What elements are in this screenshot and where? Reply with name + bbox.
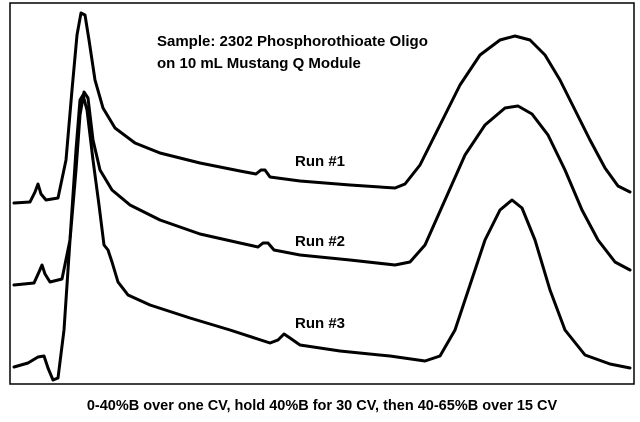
trace-label: Run #3 bbox=[295, 315, 345, 332]
trace-run-3 bbox=[12, 93, 632, 382]
annotation-line: Sample: 2302 Phosphorothioate Oligo bbox=[157, 33, 428, 50]
annotation-line: on 10 mL Mustang Q Module bbox=[157, 55, 361, 72]
trace-run-2 bbox=[12, 90, 632, 287]
trace-run-1 bbox=[12, 11, 632, 205]
caption: 0-40%B over one CV, hold 40%B for 30 CV,… bbox=[87, 398, 558, 414]
plot-frame bbox=[9, 2, 635, 385]
trace-label: Run #2 bbox=[295, 233, 345, 250]
trace-label: Run #1 bbox=[295, 153, 345, 170]
